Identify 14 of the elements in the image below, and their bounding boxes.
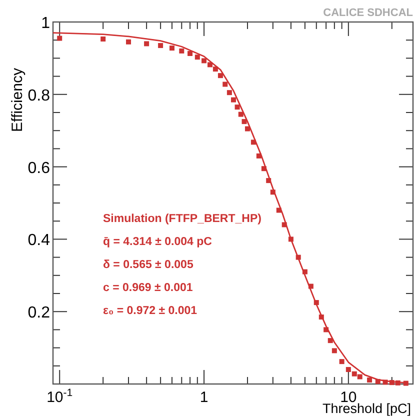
x-tick-label: 10$^{-1}$ [46, 387, 73, 406]
annotation: q̄ = 4.314 ± 0.004 pC [103, 236, 212, 248]
annotation: c = 0.969 ± 0.001 [103, 282, 194, 294]
annotation: Simulation (FTFP_BERT_HP) [103, 213, 262, 225]
y-tick-label: 0.2 [28, 304, 50, 322]
y-tick-label: 1 [41, 15, 50, 32]
annotation: ε₀ = 0.972 ± 0.001 [103, 305, 198, 317]
x-tick-label: 1 [200, 389, 208, 406]
annotation: δ = 0.565 ± 0.005 [103, 259, 194, 271]
y-tick-label: 0.4 [28, 232, 50, 250]
y-tick-label: 0.6 [28, 160, 50, 177]
y-tick-label: 0.8 [28, 87, 50, 104]
y-axis-title: Efficiency [9, 68, 26, 132]
text: CALICE SDHCAL [323, 7, 414, 19]
